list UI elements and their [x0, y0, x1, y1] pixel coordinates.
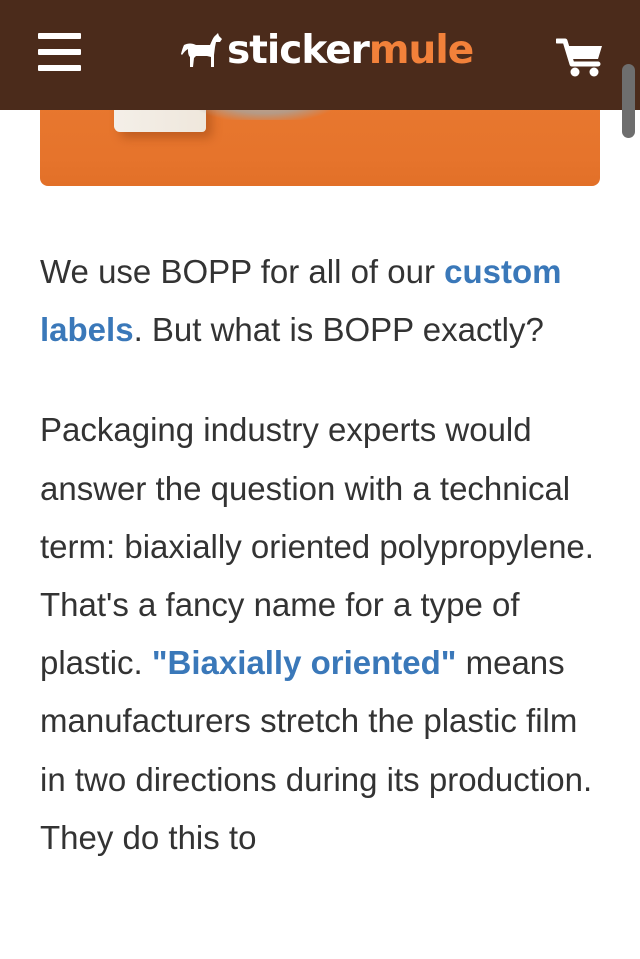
article-paragraph-2: Packaging industry experts would answer …	[40, 401, 610, 867]
article-paragraph-1: We use BOPP for all of our custom labels…	[40, 243, 610, 359]
p1-text-before: We use BOPP for all of our	[40, 253, 445, 290]
custom-labels-link[interactable]: custom labels	[40, 253, 562, 349]
hamburger-menu-icon[interactable]	[38, 33, 81, 73]
stickermule-logo[interactable]: stickermule	[180, 26, 474, 76]
logo-text-sticker: sticker	[227, 28, 370, 73]
logo-text-mule: mule	[368, 28, 474, 73]
page-scrollbar[interactable]	[622, 64, 635, 138]
p2-text: Packaging industry experts would answer …	[40, 411, 594, 682]
p2-text-after: means manufacturers stretch the plastic …	[40, 644, 593, 856]
mule-icon	[181, 33, 222, 67]
article-body: We use BOPP for all of our custom labels…	[40, 243, 610, 909]
biaxially-oriented-link[interactable]: "Biaxially oriented"	[151, 644, 457, 682]
p1-text-after: . But what is BOPP exactly?	[133, 311, 544, 349]
top-navigation-bar: stickermule	[0, 0, 640, 110]
shopping-cart-icon[interactable]	[556, 38, 604, 78]
